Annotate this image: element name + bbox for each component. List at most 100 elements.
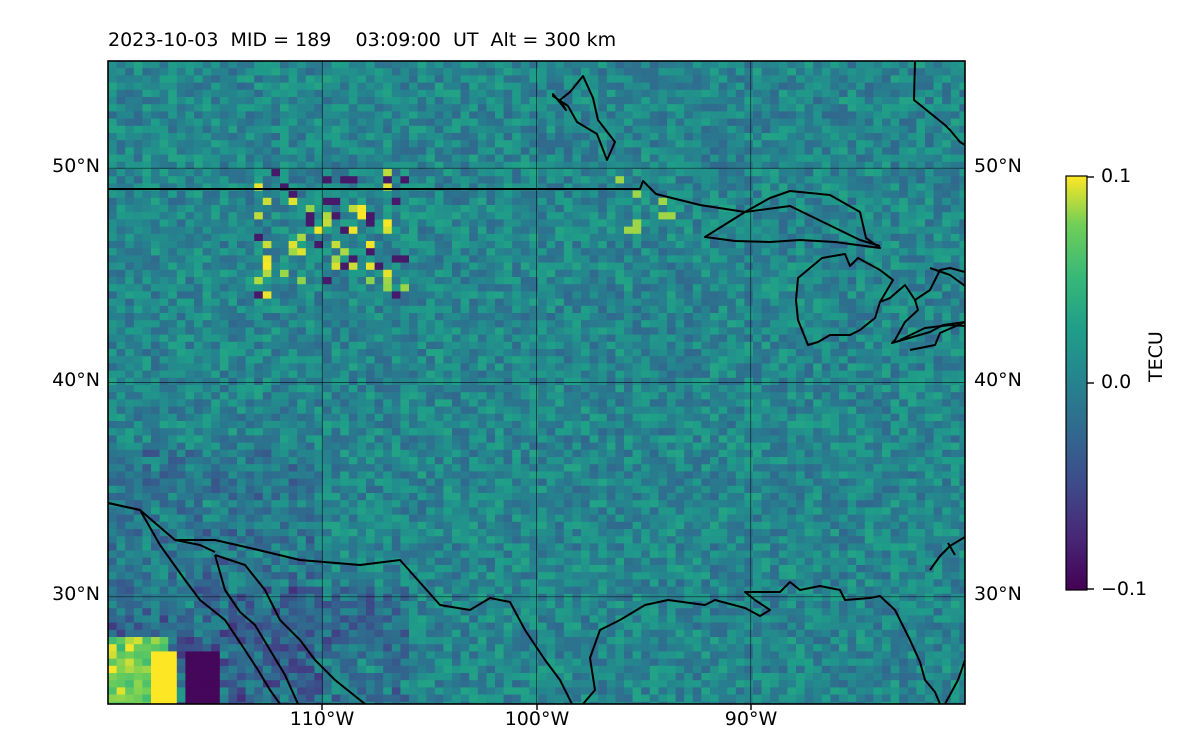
heatmap-cell <box>460 161 470 170</box>
heatmap-cell <box>864 305 874 314</box>
heatmap-cell <box>563 118 573 127</box>
heatmap-cell <box>331 413 341 422</box>
heatmap-cell <box>770 212 780 220</box>
heatmap-cell <box>245 169 255 177</box>
heatmap-cell <box>495 125 505 134</box>
heatmap-cell <box>684 334 694 343</box>
heatmap-cell <box>882 413 892 422</box>
heatmap-cell <box>133 68 143 76</box>
heatmap-cell <box>753 363 763 372</box>
heatmap-cell <box>168 334 178 343</box>
heatmap-cell <box>658 75 668 84</box>
heatmap-cell <box>839 125 849 134</box>
heatmap-cell <box>770 298 780 307</box>
heatmap-cell <box>374 133 384 141</box>
heatmap-cell <box>495 370 505 379</box>
heatmap-cell <box>495 212 505 220</box>
heatmap-cell <box>391 183 401 192</box>
heatmap-cell <box>374 399 384 408</box>
heatmap-cell <box>477 363 487 372</box>
heatmap-cell <box>366 392 376 400</box>
heatmap-cell <box>340 183 350 192</box>
heatmap-cell <box>649 334 659 343</box>
heatmap-cell <box>667 277 677 285</box>
heatmap-cell <box>701 298 711 307</box>
heatmap-cell <box>744 197 754 206</box>
heatmap-cell <box>813 75 823 84</box>
heatmap-cell <box>245 334 255 343</box>
heatmap-cell <box>735 205 745 213</box>
heatmap-cell <box>735 399 745 408</box>
heatmap-cell <box>589 377 599 386</box>
heatmap-cell <box>581 61 591 69</box>
heatmap-cell <box>245 392 255 400</box>
heatmap-cell <box>202 262 212 271</box>
heatmap-cell <box>357 183 367 192</box>
heatmap-cell <box>434 349 444 357</box>
heatmap-cell <box>357 75 367 84</box>
heatmap-cell <box>899 277 909 285</box>
heatmap-cell <box>890 284 900 292</box>
heatmap-cell <box>546 89 556 98</box>
heatmap-cell <box>899 97 909 105</box>
heatmap-cell <box>125 334 135 343</box>
heatmap-cell <box>933 277 943 285</box>
heatmap-cell <box>314 262 324 271</box>
heatmap-cell <box>615 183 625 192</box>
heatmap-cell <box>340 104 350 112</box>
heatmap-cell <box>219 334 229 343</box>
heatmap-cell <box>340 140 350 148</box>
heatmap-cell <box>813 212 823 220</box>
heatmap-cell <box>245 183 255 192</box>
heatmap-cell <box>383 125 393 134</box>
heatmap-cell <box>366 327 376 336</box>
heatmap-cell <box>563 176 573 184</box>
heatmap-cell <box>555 284 565 292</box>
heatmap-cell <box>443 183 453 192</box>
heatmap-cell <box>615 370 625 379</box>
heatmap-cell <box>684 61 694 69</box>
heatmap-cell <box>925 399 935 408</box>
heatmap-cell <box>512 147 522 156</box>
heatmap-cell <box>753 334 763 343</box>
heatmap-cell <box>899 341 909 350</box>
heatmap-cell <box>254 327 264 336</box>
heatmap-cell <box>658 118 668 127</box>
heatmap-cell <box>280 161 290 170</box>
heatmap-cell <box>598 75 608 84</box>
heatmap-cell <box>305 406 315 415</box>
heatmap-cell <box>692 205 702 213</box>
heatmap-cell <box>176 255 186 264</box>
heatmap-cell <box>323 356 333 364</box>
heatmap-cell <box>228 370 238 379</box>
heatmap-cell <box>159 118 169 127</box>
heatmap-cell <box>288 313 298 321</box>
heatmap-cell <box>357 190 367 199</box>
heatmap-cell <box>452 97 462 105</box>
heatmap-cell <box>555 169 565 177</box>
heatmap-cell <box>486 190 496 199</box>
heatmap-cell <box>796 169 806 177</box>
heatmap-cell <box>125 219 135 228</box>
heatmap-cell <box>151 75 161 84</box>
heatmap-cell <box>280 334 290 343</box>
heatmap-cell <box>159 75 169 84</box>
heatmap-cell <box>684 133 694 141</box>
heatmap-cell <box>744 255 754 264</box>
heatmap-cell <box>770 226 780 235</box>
heatmap-cell <box>469 377 479 386</box>
heatmap-cell <box>761 334 771 343</box>
heatmap-cell <box>538 392 548 400</box>
heatmap-cell <box>830 356 840 364</box>
heatmap-cell <box>512 133 522 141</box>
heatmap-cell <box>391 370 401 379</box>
heatmap-cell <box>219 97 229 105</box>
heatmap-cell <box>314 370 324 379</box>
heatmap-cell <box>821 313 831 321</box>
heatmap-cell <box>460 89 470 98</box>
heatmap-cell <box>796 305 806 314</box>
heatmap-cell <box>899 133 909 141</box>
heatmap-cell <box>185 327 195 336</box>
heatmap-cell <box>477 349 487 357</box>
heatmap-cell <box>667 305 677 314</box>
